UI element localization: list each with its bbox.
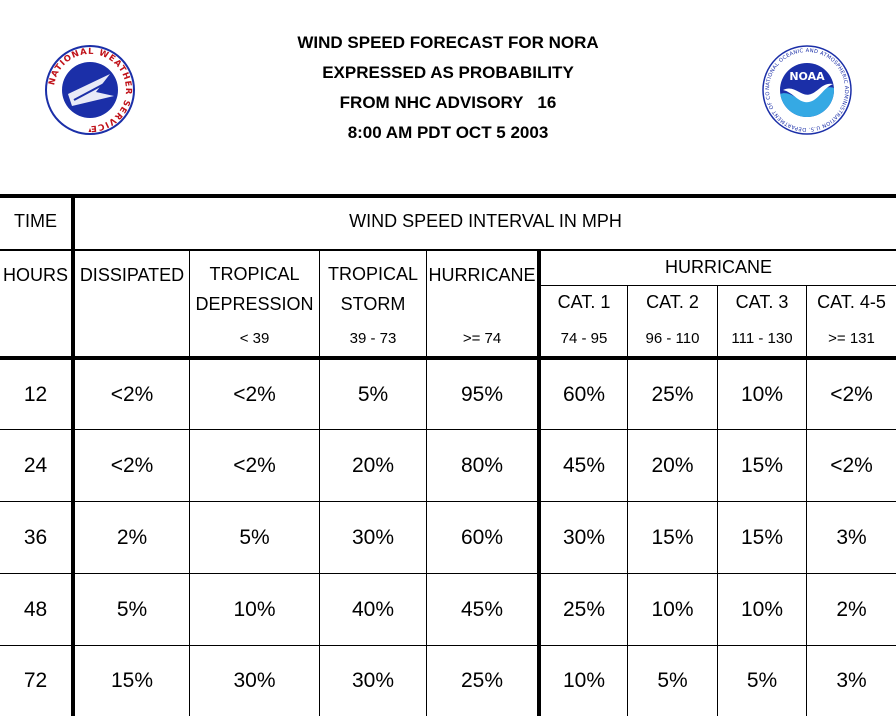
table-top-border [0,194,896,198]
cat2-range: 96 - 110 [645,330,700,347]
hurricane-group-border [537,250,541,716]
probability-cell-td: 5% [239,526,270,549]
title-line-2: EXPRESSED AS PROBABILITY [322,63,574,82]
cat45-range: >= 131 [828,330,875,347]
probability-cell-cat3: 10% [740,598,784,621]
probability-cell-cat45: 3% [836,669,867,692]
column-divider [426,250,427,716]
probability-cell-ts: 30% [351,526,395,549]
probability-cell-cat1: 45% [562,454,606,477]
probability-cell-dissipated: 15% [110,669,154,692]
probability-cell-ts: 5% [357,383,389,406]
title-line-3: FROM NHC ADVISORY 16 [339,93,557,112]
interval-header: WIND SPEED INTERVAL IN MPH [349,211,622,231]
probability-cell-hu: 25% [460,669,504,692]
probability-cell-hu: 45% [460,598,504,621]
probability-cell-cat3: 15% [740,454,784,477]
probability-cell-cat1: 10% [562,669,606,692]
probability-cell-ts: 30% [351,669,395,692]
column-divider [319,250,320,716]
cat3-header: CAT. 3 [735,292,789,312]
cat1-header: CAT. 1 [557,292,611,312]
row-divider [0,429,896,430]
row-divider [0,573,896,574]
time-header: TIME [14,211,57,231]
td-range: < 39 [239,330,270,347]
probability-cell-hu: 60% [460,526,504,549]
cat3-range: 111 - 130 [731,330,793,347]
hours-cell: 48 [23,598,48,621]
column-divider [806,286,807,716]
column-divider [627,286,628,716]
probability-cell-cat2: 10% [651,598,694,621]
probability-cell-dissipated: 2% [116,526,148,549]
probability-cell-cat45: <2% [830,383,873,406]
noaa-logo: NOAA NATIONAL OCEANIC AND ATMOSPHERIC AD… [759,40,853,141]
ts-range: 39 - 73 [349,330,397,347]
ts-header-line1: TROPICAL [327,264,419,284]
td-header-line1: TROPICAL [209,264,300,284]
page-title: WIND SPEED FORECAST FOR NORA EXPRESSED A… [0,28,896,148]
hours-header: HOURS [2,265,68,285]
probability-cell-dissipated: <2% [110,454,154,477]
probability-cell-ts: 20% [351,454,395,477]
probability-cell-hu: 80% [460,454,504,477]
title-line-1: WIND SPEED FORECAST FOR NORA [297,33,599,52]
probability-cell-hu: 95% [460,383,504,406]
noaa-logo-abbr: NOAA [789,70,825,83]
cat45-header: CAT. 4-5 [817,292,886,312]
probability-cell-cat1: 30% [562,526,606,549]
probability-cell-cat2: 15% [651,526,694,549]
nws-logo: NATIONAL WEATHER SERVICE [44,44,136,141]
cat1-range: 74 - 95 [560,330,608,347]
probability-cell-cat3: 10% [740,383,784,406]
probability-cell-td: <2% [233,454,276,477]
row-divider [0,645,896,646]
probability-cell-cat2: 25% [651,383,694,406]
probability-cell-dissipated: <2% [110,383,154,406]
hours-cell: 36 [23,526,48,549]
cat2-header: CAT. 2 [646,292,699,312]
probability-cell-td: <2% [233,383,276,406]
probability-cell-cat3: 15% [740,526,784,549]
hu-range: >= 74 [462,330,502,347]
ts-header-line2: STORM [340,294,406,314]
probability-cell-cat1: 25% [562,598,606,621]
column-divider [189,250,190,716]
time-column-border [71,196,75,716]
td-header-line2: DEPRESSION [195,294,314,314]
row-divider [0,501,896,502]
probability-cell-cat2: 5% [657,669,688,692]
header-bottom-border [0,356,896,360]
header-divider [0,249,896,251]
hurricane-group-header: HURRICANE [664,257,772,277]
probability-cell-cat3: 5% [746,669,778,692]
hours-cell: 72 [23,669,48,692]
probability-cell-cat1: 60% [562,383,606,406]
hu-header: HURRICANE [428,265,536,285]
dissipated-header: DISSIPATED [79,265,185,285]
hours-cell: 12 [23,383,48,406]
hurricane-group-divider [539,285,896,286]
probability-cell-td: 30% [233,669,276,692]
column-divider [717,286,718,716]
hours-cell: 24 [23,454,48,477]
probability-cell-dissipated: 5% [116,598,148,621]
probability-cell-cat45: <2% [830,454,873,477]
probability-cell-td: 10% [233,598,276,621]
probability-cell-ts: 40% [351,598,395,621]
probability-cell-cat45: 2% [836,598,867,621]
probability-cell-cat45: 3% [836,526,867,549]
title-line-4: 8:00 AM PDT OCT 5 2003 [347,123,549,142]
probability-cell-cat2: 20% [651,454,694,477]
